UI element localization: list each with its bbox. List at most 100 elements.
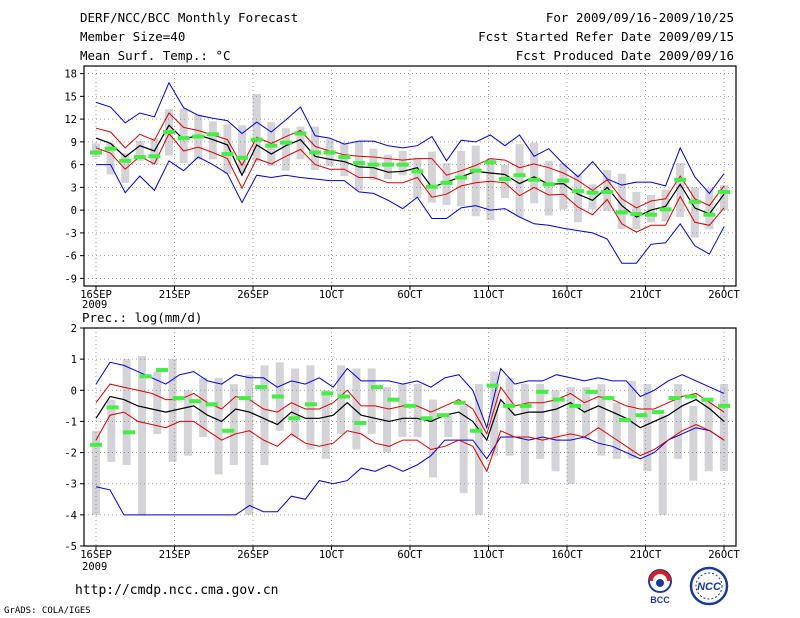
y-tick-label: 12: [64, 114, 77, 126]
source-url[interactable]: http://cmdp.ncc.cma.gov.cn: [75, 583, 279, 598]
x-tick-label: 21SEP: [159, 549, 191, 561]
ensemble-max-line: [95, 361, 725, 430]
ensemble-mean-line: [95, 395, 725, 442]
chart-title: DERF/NCC/BCC Monthly Forecast: [80, 10, 299, 25]
y-tick-label: 1: [71, 354, 77, 366]
spread-box: [612, 402, 621, 459]
spread-box: [566, 387, 575, 484]
refer-date: Fcst Started Refer Date 2009/09/15: [478, 29, 734, 44]
spread-box: [214, 377, 223, 475]
member-size: Member Size=40: [80, 29, 186, 44]
x-tick-label: 11OCT: [473, 549, 505, 561]
spread-box: [690, 187, 699, 238]
observed-marker: [519, 403, 532, 408]
spread-box: [398, 384, 407, 437]
x-tick-label: 16SEP: [80, 289, 112, 301]
observed-marker: [644, 212, 657, 217]
observed-marker: [528, 177, 541, 182]
observed-marker: [255, 385, 268, 390]
observed-marker: [651, 410, 664, 415]
spread-box: [199, 377, 208, 437]
observed-marker: [437, 413, 450, 418]
observed-marker: [513, 173, 526, 178]
spread-box: [444, 415, 453, 437]
spread-box: [490, 371, 499, 456]
ncc-logo: NCC: [689, 566, 729, 606]
observed-marker: [703, 212, 716, 217]
observed-marker: [354, 420, 367, 425]
y-tick-label: 2: [71, 323, 77, 335]
spread-box: [582, 387, 591, 441]
x-tick-label: 6OCT: [397, 289, 423, 301]
spread-box: [340, 143, 349, 176]
observed-marker: [119, 158, 132, 163]
y-tick-label: -3: [64, 479, 77, 491]
observed-marker: [192, 134, 205, 139]
spread-box: [471, 145, 480, 217]
spread-box: [281, 128, 290, 171]
observed-marker: [189, 399, 202, 404]
spread-box: [500, 164, 509, 198]
observed-marker: [674, 177, 687, 182]
spread-box: [208, 121, 217, 160]
spread-box: [676, 163, 685, 217]
y-tick-label: -9: [64, 273, 77, 285]
spread-box: [384, 154, 393, 180]
spread-box: [260, 365, 269, 466]
observed-marker: [265, 143, 278, 148]
spread-box: [291, 368, 300, 437]
observed-marker: [536, 389, 549, 394]
spread-box: [337, 365, 346, 434]
spread-box: [459, 405, 468, 494]
precip-title: Prec.: log(mm/d): [82, 310, 202, 325]
y-tick-label: -2: [64, 448, 77, 460]
spread-box: [674, 384, 683, 459]
grads-credit: GrADS: COLA/IGES: [4, 606, 91, 616]
observed-marker: [337, 394, 350, 399]
observed-marker: [542, 182, 555, 187]
observed-marker: [338, 155, 351, 160]
observed-marker: [236, 155, 249, 160]
x-tick-label: 26SEP: [237, 549, 269, 561]
observed-marker: [498, 177, 511, 182]
temperature-panel: -9 -6 -3 0 3 6 9 12 15 18 16SEP 21SEP 26SEP 1OCT 6OCT 1…: [64, 65, 740, 311]
y-tick-label: 3: [71, 182, 77, 194]
y-tick-label: 0: [71, 385, 77, 397]
spread-box: [628, 380, 637, 459]
observed-marker: [420, 416, 433, 421]
x-tick-label: 6OCT: [397, 549, 423, 561]
observed-marker: [701, 397, 714, 402]
observed-marker: [279, 140, 292, 145]
x-tick-label: 21SEP: [159, 289, 191, 301]
observed-marker: [387, 397, 400, 402]
y-tick-label: -4: [64, 510, 77, 522]
y-tick-label: -1: [64, 416, 77, 428]
spread-box: [658, 415, 667, 515]
ensemble-max-line: [95, 81, 725, 195]
precipitation-panel: -5 -4 -3 -2 -1 0 1 2 16SEP 21SEP 26SEP 1OCT 6OCT 11OC…: [64, 310, 740, 573]
observed-marker: [411, 169, 424, 174]
spread-box: [311, 126, 320, 170]
spread-box: [223, 124, 232, 174]
spread-box: [428, 399, 437, 478]
observed-marker: [352, 161, 365, 166]
observed-marker: [323, 150, 336, 155]
x-tick-label: 1OCT: [319, 289, 345, 301]
observed-marker: [206, 132, 219, 137]
x-tick-label: 16OCT: [551, 289, 583, 301]
x-tick-label: 1OCT: [319, 549, 345, 561]
spread-box: [643, 384, 652, 472]
x-tick-label: 16OCT: [551, 549, 583, 561]
ensemble-min-line: [95, 427, 725, 516]
spread-box: [413, 384, 422, 437]
x-tick-label: 26OCT: [708, 289, 740, 301]
y-tick-label: 15: [64, 91, 77, 103]
observed-marker: [615, 210, 628, 215]
observed-marker: [688, 199, 701, 204]
observed-marker: [718, 189, 730, 194]
observed-marker: [571, 189, 584, 194]
spread-box: [559, 163, 568, 210]
observed-marker: [630, 211, 643, 216]
spread-box: [229, 384, 238, 466]
